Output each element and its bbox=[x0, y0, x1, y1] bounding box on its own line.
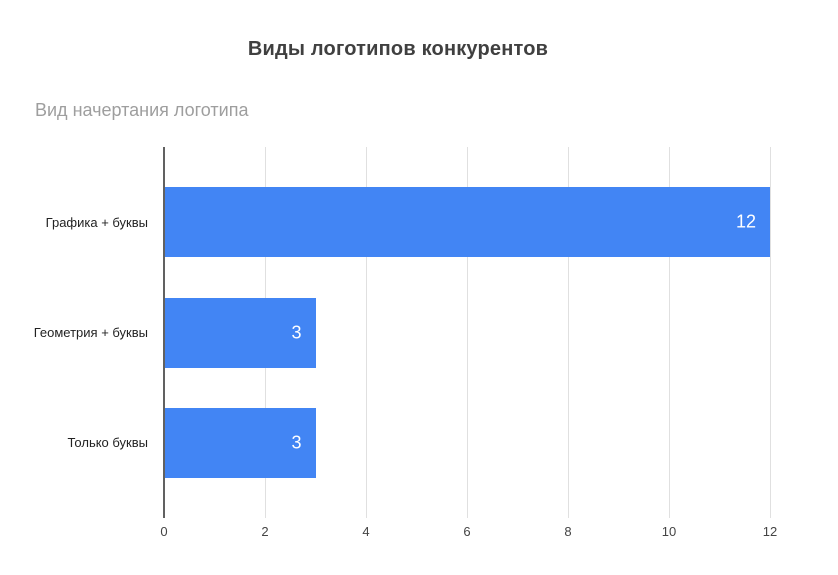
x-tick-label: 12 bbox=[762, 524, 778, 539]
x-tick-label: 8 bbox=[564, 524, 572, 539]
plot-area: 12 3 3 bbox=[163, 147, 771, 518]
category-label: Геометрия + буквы bbox=[33, 325, 148, 340]
bar[interactable]: 3 bbox=[164, 407, 316, 478]
gridline bbox=[567, 147, 569, 518]
x-axis-tick-labels: 0 2 4 6 8 10 12 bbox=[160, 524, 777, 540]
chart-title: Виды логотипов конкурентов bbox=[247, 38, 549, 60]
bar-value-label: 12 bbox=[735, 211, 756, 232]
bar[interactable]: 12 bbox=[164, 187, 770, 258]
bar-value-label: 3 bbox=[291, 432, 302, 453]
gridline bbox=[365, 147, 367, 518]
vertical-axis-title: Вид начертания логотипа bbox=[35, 100, 249, 120]
gridline bbox=[769, 147, 771, 518]
gridline bbox=[466, 147, 468, 518]
category-label: Графика + буквы bbox=[45, 214, 148, 230]
x-tick-label: 10 bbox=[661, 524, 677, 539]
x-tick-label: 0 bbox=[160, 524, 168, 539]
category-axis-labels: Графика + буквы Геометрия + буквы Только б… bbox=[0, 147, 156, 518]
bar-value-label: 3 bbox=[291, 322, 302, 342]
x-tick-label: 6 bbox=[463, 524, 471, 539]
x-tick-label: 2 bbox=[261, 524, 269, 539]
category-label: Только буквы bbox=[67, 435, 148, 451]
baseline-axis-line bbox=[163, 147, 165, 518]
bar[interactable]: 3 bbox=[164, 297, 316, 368]
gridline bbox=[668, 147, 670, 518]
x-tick-label: 4 bbox=[362, 524, 370, 539]
